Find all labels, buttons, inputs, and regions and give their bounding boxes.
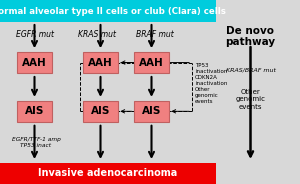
FancyBboxPatch shape — [17, 52, 52, 73]
Text: De novo
pathway: De novo pathway — [225, 26, 276, 47]
Text: EGFR mut: EGFR mut — [16, 30, 53, 38]
Text: AIS: AIS — [91, 106, 110, 116]
FancyBboxPatch shape — [134, 101, 169, 122]
Text: Other
genomic
events: Other genomic events — [236, 89, 266, 110]
Text: EGFR/TTF-1 amp
TP53 inact: EGFR/TTF-1 amp TP53 inact — [12, 137, 60, 148]
Text: AAH: AAH — [22, 58, 47, 68]
FancyBboxPatch shape — [83, 52, 118, 73]
Text: BRAF mut: BRAF mut — [136, 30, 173, 38]
Text: AIS: AIS — [142, 106, 161, 116]
Text: KRAS mut: KRAS mut — [79, 30, 116, 38]
Text: KRAS/BRAF mut: KRAS/BRAF mut — [226, 67, 275, 72]
FancyBboxPatch shape — [83, 101, 118, 122]
FancyBboxPatch shape — [0, 0, 216, 22]
Text: Normal alveolar type II cells or club (Clara) cells: Normal alveolar type II cells or club (C… — [0, 7, 225, 15]
Text: TP53
inactivation
CDKN2A
inactivation
Other
genomic
events: TP53 inactivation CDKN2A inactivation Ot… — [195, 63, 227, 104]
Text: AAH: AAH — [88, 58, 113, 68]
FancyBboxPatch shape — [0, 163, 216, 184]
FancyBboxPatch shape — [134, 52, 169, 73]
Text: AIS: AIS — [25, 106, 44, 116]
FancyBboxPatch shape — [17, 101, 52, 122]
Text: Invasive adenocarcinoma: Invasive adenocarcinoma — [38, 168, 178, 178]
Text: AAH: AAH — [139, 58, 164, 68]
